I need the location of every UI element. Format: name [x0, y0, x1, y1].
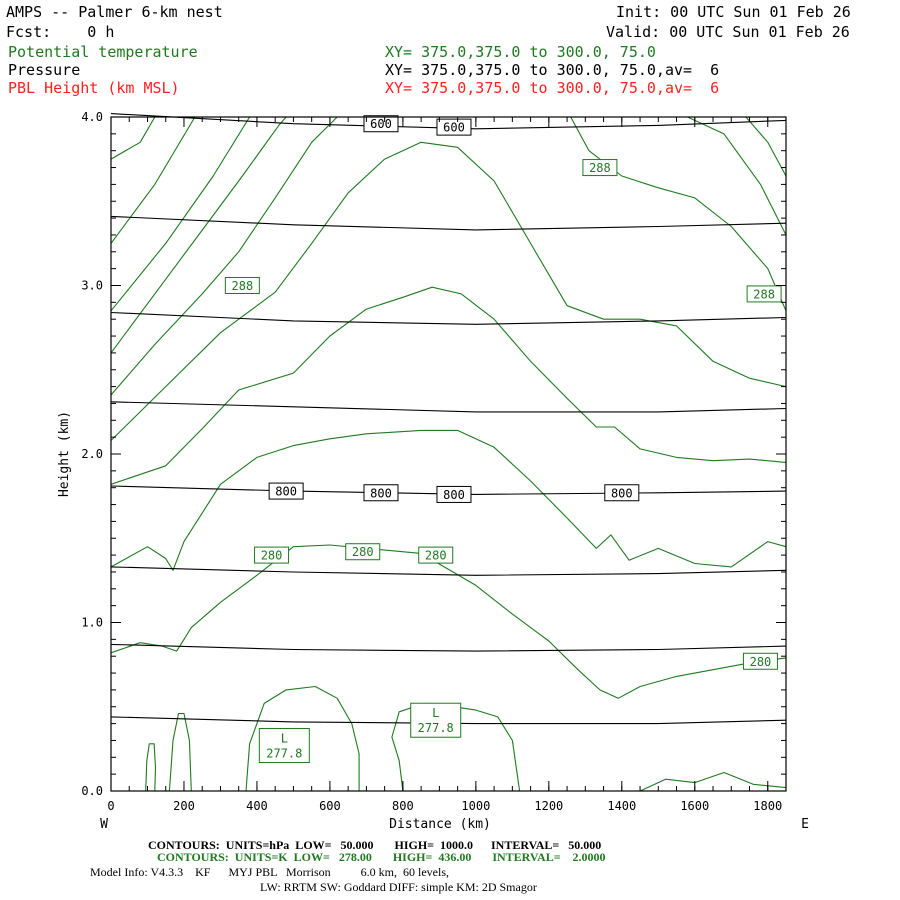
y-tick-label-4: 4.0	[81, 110, 103, 124]
pressure-label-1: 600	[443, 121, 465, 135]
valid-time: Valid: 00 UTC Sun 01 Feb 26	[606, 23, 850, 41]
x-tick-label-6: 1200	[534, 799, 563, 813]
theta-contour-282-2	[110, 286, 787, 485]
pressure-label-3: 800	[370, 486, 392, 500]
theta-label-5: 280	[425, 549, 447, 563]
theta-contour-288-7	[687, 116, 787, 236]
plot-title: AMPS -- Palmer 6-km nest	[6, 3, 223, 21]
low-value-0: 277.8	[266, 747, 302, 761]
theta-contour-280-1	[110, 429, 787, 571]
pressure-contour-650	[110, 215, 787, 231]
pressure-contour-900	[110, 643, 787, 652]
low-box-0	[258, 728, 310, 764]
pressure-contours	[110, 113, 787, 725]
field-pressure-name: Pressure	[8, 61, 81, 79]
x-tick-label-3: 600	[319, 799, 341, 813]
y-axis-label: Height (km)	[57, 411, 72, 497]
theta-label-1-box	[224, 277, 260, 294]
low-box-1	[410, 702, 462, 738]
low-symbol-1: L	[432, 706, 439, 720]
theta-label-3: 280	[261, 549, 283, 563]
footer-theta-contours: CONTOURS: UNITS=K LOW= 278.00 HIGH= 436.…	[157, 850, 606, 864]
theta-contour-290-8	[110, 116, 251, 312]
theta-label-2: 288	[753, 287, 775, 301]
x-tick-label-8: 1600	[680, 799, 709, 813]
field-pbl-name: PBL Height (km MSL)	[8, 79, 180, 97]
x-axis-label: Distance (km)	[389, 817, 491, 832]
theta-contours	[110, 116, 787, 792]
field-theta-name: Potential temperature	[8, 43, 198, 61]
pressure-contour-950	[110, 716, 787, 725]
theta-label-2-box	[746, 285, 782, 303]
pressure-label-5: 800	[611, 486, 633, 500]
y-tick-label-0: 0.0	[81, 784, 103, 798]
forecast-hour: Fcst: 0 h	[6, 23, 115, 41]
axis-ticks: 0 200 400 600 800 1000 1200 1400 1600 1800 0.0 1.0 2…	[81, 110, 787, 813]
y-tick-label-3: 3.0	[81, 279, 103, 293]
theta-contour-278-0	[110, 544, 787, 699]
low-symbol-0: L	[281, 732, 288, 746]
theta-label-6: 280	[750, 655, 772, 669]
x-tick-label-9: 1800	[753, 799, 782, 813]
pressure-label-1-box	[436, 118, 472, 136]
theta-contour-284-3	[110, 141, 787, 441]
pressure-contour-700	[110, 311, 787, 325]
theta-contour-278-14	[168, 712, 192, 792]
east-label: E	[801, 817, 809, 832]
pressure-label-0-box	[363, 115, 399, 133]
field-theta-xy: XY= 375.0,375.0 to 300.0, 75.0	[385, 43, 656, 61]
y-tick-label-2: 2.0	[81, 447, 103, 461]
init-time: Init: 00 UTC Sun 01 Feb 26	[616, 3, 851, 21]
theta-contour-290-9	[745, 116, 787, 177]
y-tick-label-1: 1.0	[81, 616, 103, 630]
low-value-1: 277.8	[418, 721, 454, 735]
pressure-label-4-box	[436, 485, 472, 503]
pressure-label-2: 800	[275, 485, 297, 499]
x-tick-label-7: 1400	[607, 799, 636, 813]
west-label: W	[100, 817, 108, 832]
pressure-label-4: 800	[443, 488, 465, 502]
pressure-contour-800	[110, 485, 787, 495]
theta-label-6-box	[742, 652, 778, 670]
theta-contour-292-10	[110, 116, 196, 244]
x-tick-label-0: 0	[107, 799, 114, 813]
x-tick-label-4: 800	[392, 799, 414, 813]
theta-label-3-box	[254, 546, 290, 564]
pressure-label-2-box	[268, 482, 304, 500]
x-tick-label-2: 400	[246, 799, 268, 813]
theta-contour-286-4	[110, 116, 338, 396]
theta-label-5-box	[418, 546, 454, 564]
footer-pressure-contours: CONTOURS: UNITS=hPa LOW= 50.000 HIGH= 10…	[148, 838, 602, 852]
theta-label-4-box	[345, 543, 381, 561]
theta-contour-278-12	[245, 685, 360, 792]
theta-label-4: 280	[352, 545, 374, 559]
pressure-contour-850	[110, 566, 787, 576]
pressure-label-3-box	[363, 484, 399, 502]
theta-label-0: 288	[589, 161, 611, 175]
theta-contour-286-5	[570, 116, 787, 312]
theta-contour-288-6	[110, 116, 287, 354]
footer-model-info-2: LW: RRTM SW: Goddard DIFF: simple KM: 2D…	[260, 880, 537, 894]
theta-contour-278-16	[639, 771, 787, 792]
theta-label-1: 288	[232, 279, 254, 293]
pressure-label-0: 600	[370, 117, 392, 131]
theta-contour-294-11	[110, 116, 156, 160]
footer-model-info: Model Info: V4.3.3 KF MYJ PBL Morrison 6…	[90, 865, 450, 879]
pressure-contour-600	[110, 113, 787, 130]
plot-frame	[110, 116, 787, 792]
x-tick-label-1: 200	[173, 799, 195, 813]
theta-contour-278-15	[145, 743, 157, 792]
pressure-contour-750	[110, 401, 787, 413]
x-tick-label-5: 1000	[461, 799, 490, 813]
theta-label-0-box	[582, 159, 618, 177]
contour-labels: 600 600 800 800 800 800 288 288 288 280 280 280 280 L…	[224, 115, 782, 764]
field-pbl-xy: XY= 375.0,375.0 to 300.0, 75.0,av= 6	[385, 79, 720, 97]
pressure-label-5-box	[604, 484, 640, 502]
field-pressure-xy: XY= 375.0,375.0 to 300.0, 75.0,av= 6	[385, 61, 720, 79]
